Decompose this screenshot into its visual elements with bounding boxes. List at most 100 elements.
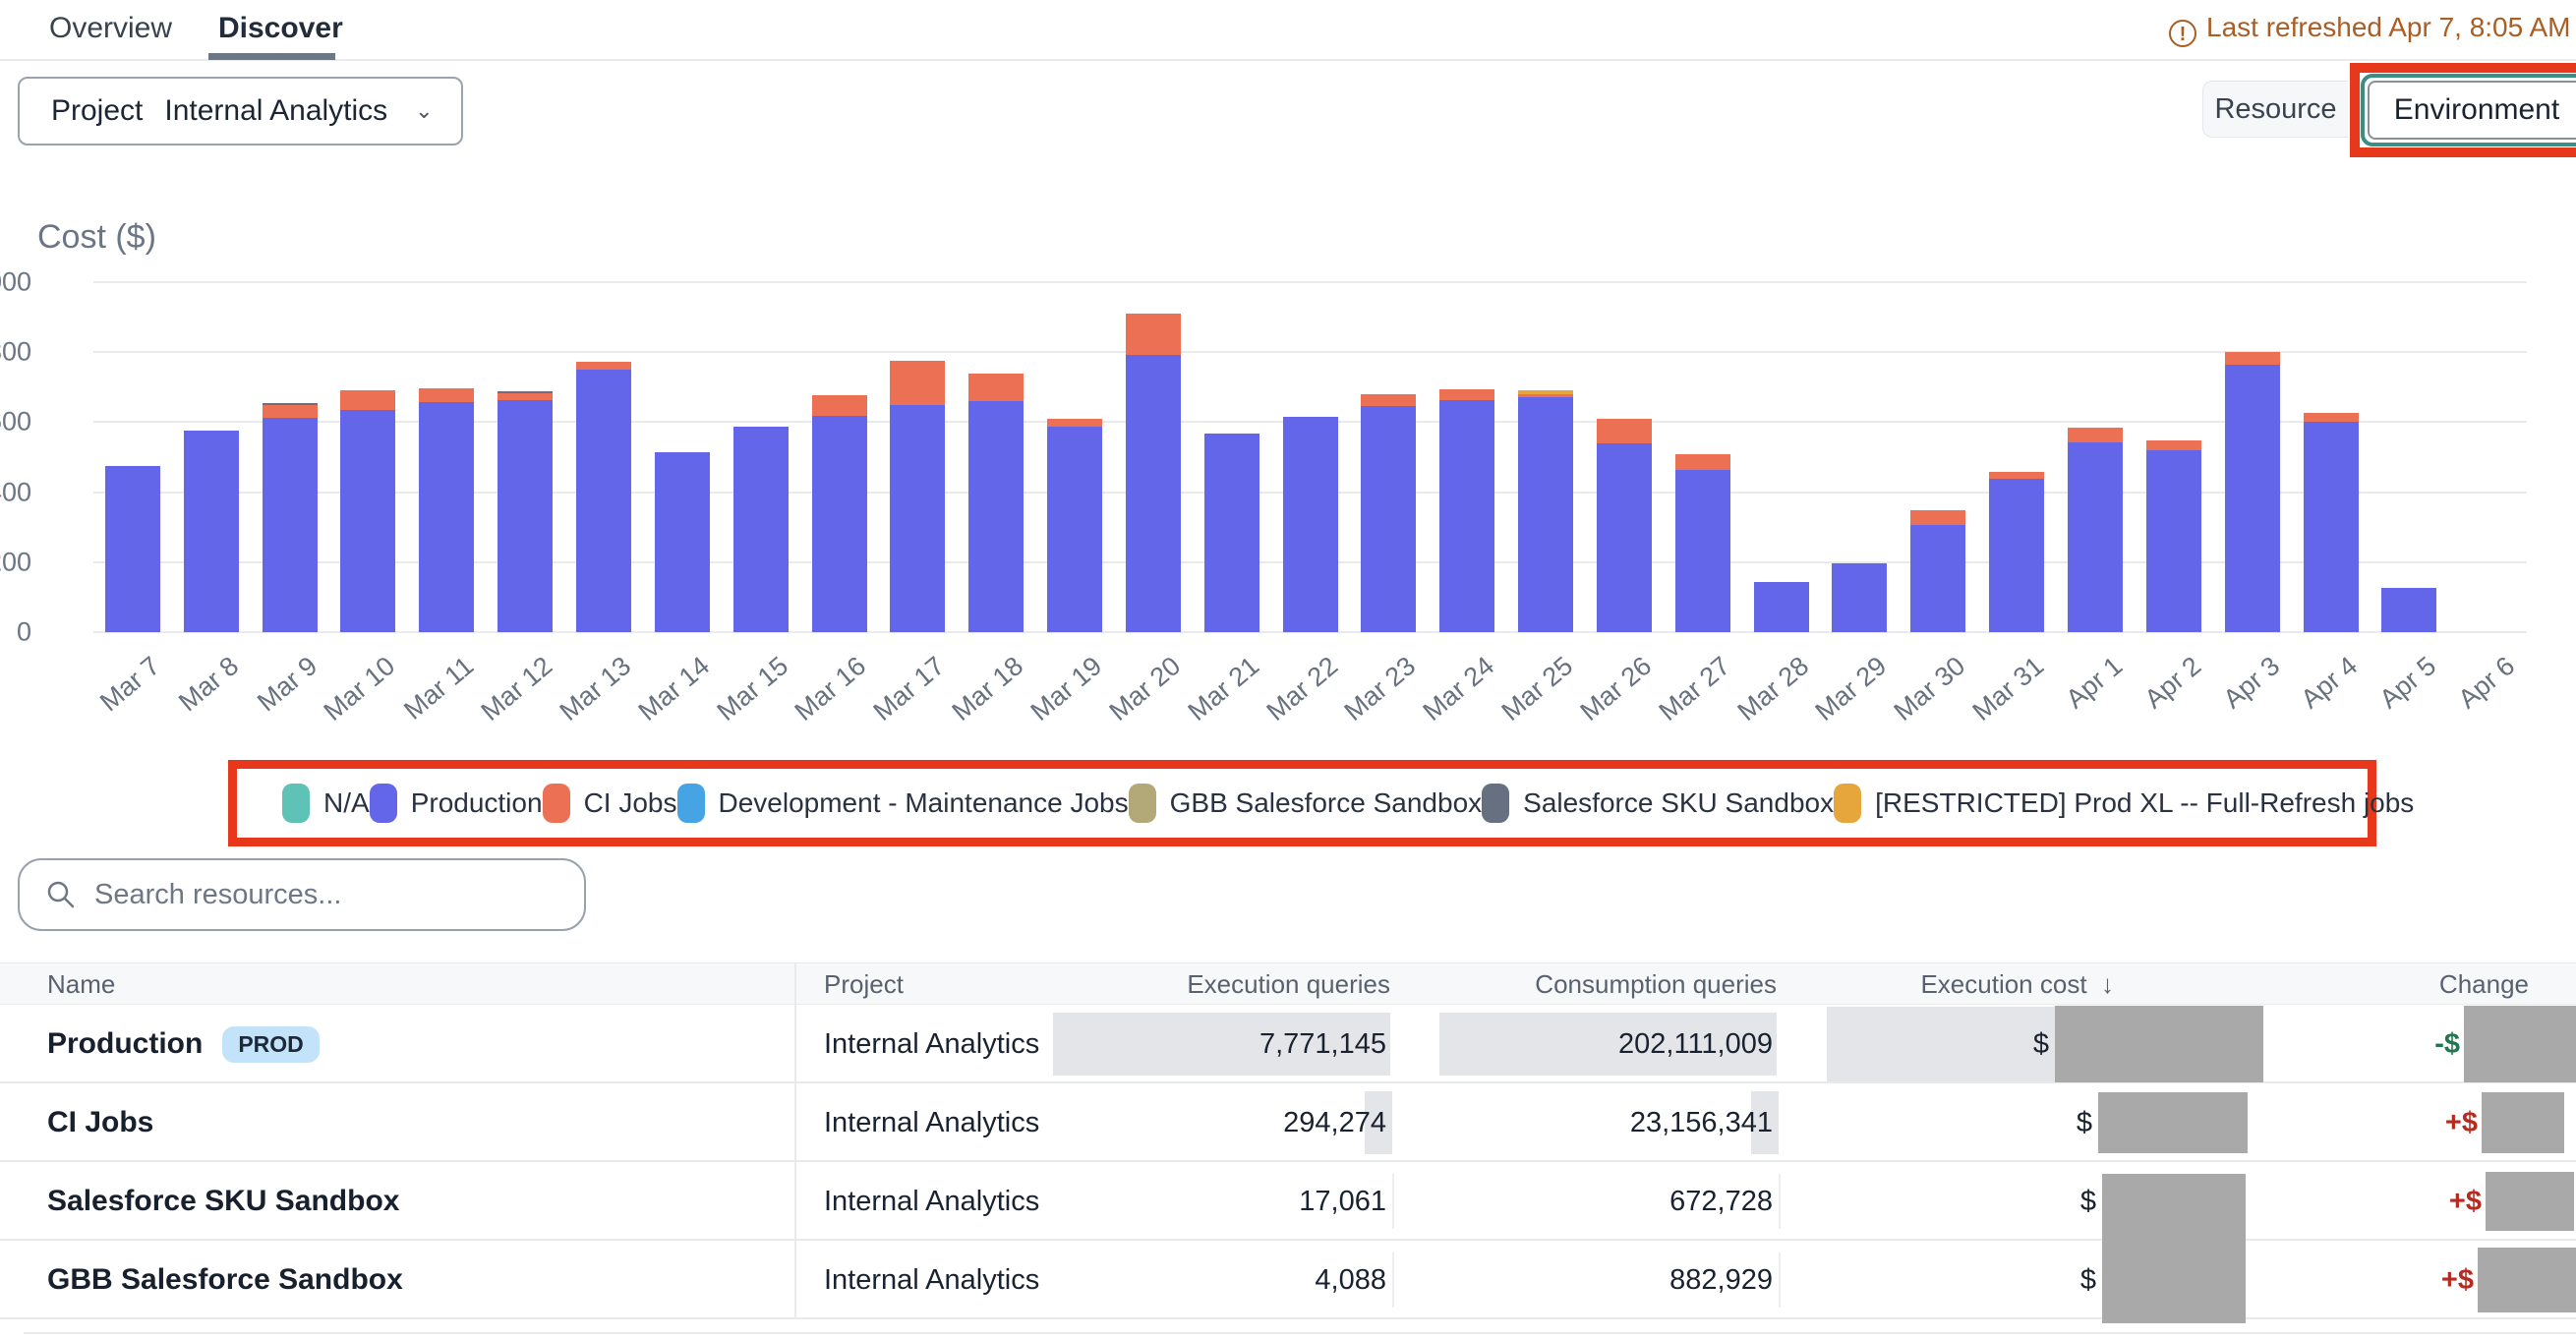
- stacked-bar[interactable]: [890, 282, 946, 632]
- col-header-change[interactable]: Change: [2438, 969, 2529, 999]
- stacked-bar[interactable]: [104, 282, 160, 632]
- bar-segment[interactable]: [183, 431, 239, 632]
- bar-segment[interactable]: [498, 391, 554, 393]
- stacked-bar[interactable]: [2068, 282, 2124, 632]
- stacked-bar[interactable]: [1753, 282, 1809, 632]
- bar-segment[interactable]: [1047, 427, 1103, 632]
- resource-name[interactable]: GBB Salesforce Sandbox: [47, 1263, 403, 1296]
- resource-name[interactable]: CI Jobs: [47, 1106, 154, 1138]
- stacked-bar[interactable]: [498, 282, 554, 632]
- stacked-bar[interactable]: [183, 282, 239, 632]
- bar-segment[interactable]: [1439, 399, 1495, 632]
- bar-segment[interactable]: [498, 392, 554, 400]
- table-row[interactable]: CI Jobs Internal Analytics 294,274 23,156,3…: [0, 1083, 2576, 1162]
- stacked-bar[interactable]: [2145, 282, 2201, 632]
- bar-segment[interactable]: [1361, 406, 1417, 632]
- stacked-bar[interactable]: [1596, 282, 1652, 632]
- stacked-bar[interactable]: [340, 282, 396, 632]
- bar-segment[interactable]: [2224, 364, 2280, 632]
- bar-segment[interactable]: [2303, 412, 2359, 423]
- stacked-bar[interactable]: [1518, 282, 1574, 632]
- bar-segment[interactable]: [1674, 469, 1730, 632]
- bar-segment[interactable]: [262, 418, 318, 632]
- stacked-bar[interactable]: [2460, 282, 2515, 632]
- bar-segment[interactable]: [419, 387, 475, 403]
- toggle-environment-button[interactable]: Environment: [2368, 81, 2576, 140]
- col-header-project[interactable]: Project: [824, 969, 904, 999]
- stacked-bar[interactable]: [419, 282, 475, 632]
- bar-segment[interactable]: [498, 399, 554, 632]
- bar-segment[interactable]: [1203, 433, 1259, 632]
- legend-item[interactable]: GBB Salesforce Sandbox: [1128, 784, 1482, 823]
- stacked-bar[interactable]: [1047, 282, 1103, 632]
- bar-segment[interactable]: [2068, 442, 2124, 632]
- stacked-bar[interactable]: [262, 282, 318, 632]
- bar-segment[interactable]: [1596, 418, 1652, 443]
- col-header-consumption-queries[interactable]: Consumption queries: [1535, 969, 1777, 999]
- stacked-bar[interactable]: [1361, 282, 1417, 632]
- bar-segment[interactable]: [1125, 355, 1181, 632]
- stacked-bar[interactable]: [1910, 282, 1966, 632]
- legend-item[interactable]: Development - Maintenance Jobs: [676, 784, 1129, 823]
- bar-segment[interactable]: [1518, 389, 1574, 394]
- bar-segment[interactable]: [968, 373, 1025, 402]
- stacked-bar[interactable]: [811, 282, 867, 632]
- bar-segment[interactable]: [1910, 525, 1966, 632]
- stacked-bar[interactable]: [654, 282, 710, 632]
- stacked-bar[interactable]: [1674, 282, 1730, 632]
- table-row[interactable]: Salesforce SKU Sandbox Internal Analytics…: [0, 1162, 2576, 1323]
- bar-segment[interactable]: [1361, 393, 1417, 407]
- tab-overview[interactable]: Overview: [49, 12, 173, 44]
- bar-segment[interactable]: [262, 404, 318, 419]
- bar-segment[interactable]: [1047, 418, 1103, 428]
- project-filter-dropdown[interactable]: Project Internal Analytics ⌄: [18, 77, 463, 146]
- stacked-bar[interactable]: [1989, 282, 2045, 632]
- bar-segment[interactable]: [2068, 427, 2124, 443]
- sort-desc-arrow-icon[interactable]: ↓: [2101, 969, 2114, 999]
- legend-item[interactable]: N/A: [282, 784, 370, 823]
- bar-segment[interactable]: [1989, 471, 2045, 480]
- bar-segment[interactable]: [890, 404, 946, 632]
- table-row[interactable]: Production PROD Internal Analytics 7,771,14…: [0, 1005, 2576, 1083]
- bar-segment[interactable]: [575, 361, 631, 370]
- bar-segment[interactable]: [968, 401, 1025, 632]
- bar-segment[interactable]: [2145, 449, 2201, 632]
- stacked-bar[interactable]: [2224, 282, 2280, 632]
- bar-segment[interactable]: [811, 395, 867, 416]
- bar-segment[interactable]: [262, 402, 318, 405]
- legend-item[interactable]: Salesforce SKU Sandbox: [1482, 784, 1834, 823]
- col-header-name[interactable]: Name: [47, 969, 116, 999]
- bar-segment[interactable]: [1282, 417, 1338, 632]
- col-header-execution-queries[interactable]: Execution queries: [1187, 969, 1390, 999]
- legend-item[interactable]: [RESTRICTED] Prod XL -- Full-Refresh job…: [1834, 784, 2414, 823]
- toggle-resource-button[interactable]: Resource: [2202, 81, 2348, 138]
- stacked-bar[interactable]: [1203, 282, 1259, 632]
- bar-segment[interactable]: [1753, 582, 1809, 632]
- stacked-bar[interactable]: [732, 282, 789, 632]
- stacked-bar[interactable]: [1832, 282, 1888, 632]
- bar-segment[interactable]: [340, 409, 396, 632]
- bar-segment[interactable]: [2224, 351, 2280, 365]
- search-input[interactable]: [94, 878, 564, 911]
- stacked-bar[interactable]: [575, 282, 631, 632]
- bar-segment[interactable]: [654, 452, 710, 632]
- bar-segment[interactable]: [419, 402, 475, 632]
- stacked-bar[interactable]: [1439, 282, 1495, 632]
- col-header-execution-cost[interactable]: Execution cost ↓: [1920, 969, 2114, 999]
- bar-segment[interactable]: [1596, 442, 1652, 632]
- resource-name[interactable]: Production: [47, 1027, 204, 1060]
- bar-segment[interactable]: [2145, 439, 2201, 450]
- bar-segment[interactable]: [1832, 562, 1888, 632]
- legend-item[interactable]: CI Jobs: [542, 784, 677, 823]
- bar-segment[interactable]: [1910, 510, 1966, 526]
- bar-segment[interactable]: [1518, 393, 1574, 397]
- bar-segment[interactable]: [340, 390, 396, 410]
- bar-segment[interactable]: [2303, 422, 2359, 632]
- stacked-bar[interactable]: [2303, 282, 2359, 632]
- bar-segment[interactable]: [1674, 453, 1730, 470]
- bar-segment[interactable]: [1989, 479, 2045, 632]
- stacked-bar[interactable]: [968, 282, 1025, 632]
- bar-segment[interactable]: [811, 416, 867, 632]
- resource-name[interactable]: Salesforce SKU Sandbox: [47, 1185, 400, 1217]
- tab-discover[interactable]: Discover: [218, 12, 343, 44]
